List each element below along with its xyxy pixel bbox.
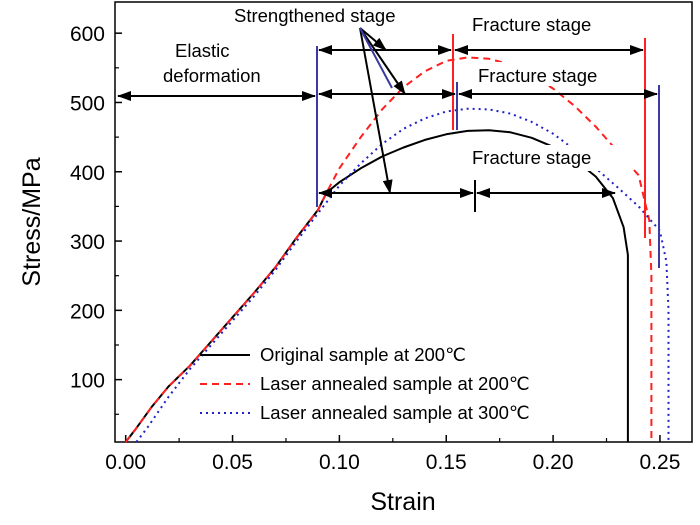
fracture-low-label-bg (468, 145, 633, 171)
strengthened-pointer-2 (359, 27, 406, 95)
series-line-0 (124, 129, 629, 443)
stage-arrows (117, 27, 658, 198)
x-tick-label: 0.15 (426, 451, 467, 474)
x-axis-ticks: 0.00 0.05 0.10 0.15 0.20 0.25 (105, 435, 680, 474)
y-tick-label: 100 (70, 370, 105, 393)
strengthened-pointer-blue (359, 27, 393, 89)
y-tick-label: 500 (70, 92, 105, 115)
y-tick-label: 600 (70, 23, 105, 46)
x-tick-label: 0.20 (533, 451, 574, 474)
x-tick-label: 0.10 (319, 451, 360, 474)
fracture-stage-label-low: Fracture stage (472, 147, 591, 168)
strengthened-pointer-1 (359, 27, 387, 51)
y-tick-label: 200 (70, 300, 105, 323)
x-axis-title: Strain (370, 488, 435, 516)
elastic-label-line2: deformation (163, 65, 261, 86)
y-tick-label: 300 (70, 231, 105, 254)
series-line-2 (135, 107, 670, 443)
stage-markers (316, 34, 660, 268)
stage-labels: Strengthened stage Fracture stage Fractu… (163, 4, 637, 171)
fracture-mid-label-bg (472, 62, 637, 86)
elastic-label-line1: Elastic (175, 40, 230, 61)
legend-label-laser-200: Laser annealed sample at 200℃ (260, 373, 530, 394)
legend-label-laser-300: Laser annealed sample at 300℃ (260, 402, 530, 423)
x-tick-label: 0.00 (105, 451, 146, 474)
y-axis-title: Stress/MPa (18, 157, 46, 286)
y-axis-ticks: 100 200 300 400 500 600 (70, 23, 122, 415)
x-tick-label: 0.05 (212, 451, 253, 474)
fracture-stage-label-top: Fracture stage (472, 14, 591, 35)
strengthened-label-bg (230, 4, 402, 26)
strengthened-stage-label: Strengthened stage (234, 5, 396, 26)
x-tick-label: 0.25 (640, 451, 681, 474)
legend-label-original: Original sample at 200℃ (260, 344, 466, 365)
strengthened-pointer-3 (359, 27, 393, 194)
plot-frame (114, 1, 693, 443)
legend: Original sample at 200℃ Laser annealed s… (200, 344, 530, 423)
fracture-stage-label-mid: Fracture stage (478, 65, 597, 86)
y-tick-label: 400 (70, 162, 105, 185)
